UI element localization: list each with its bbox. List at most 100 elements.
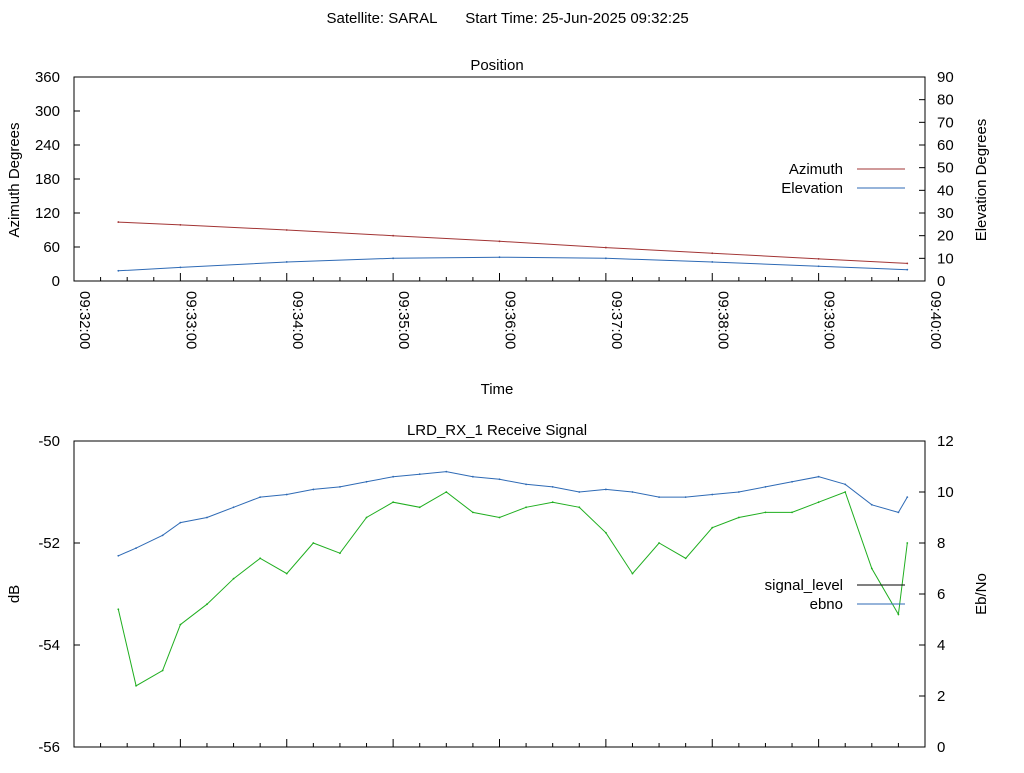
position-x-axis-label: Time <box>481 381 514 398</box>
elevation-point <box>906 268 909 271</box>
signal-level-point <box>631 572 634 575</box>
ebno-point <box>897 511 900 514</box>
signal-level-point <box>844 491 847 493</box>
ebno-point <box>631 491 634 493</box>
position-y-axis-label: Azimuth Degrees <box>6 122 23 237</box>
azimuth-point <box>906 262 909 265</box>
azimuth-point <box>117 221 120 223</box>
ebno-point <box>179 521 182 524</box>
elevation-series-line <box>118 256 908 272</box>
ebno-point <box>870 503 873 506</box>
signal-level-point <box>525 506 527 509</box>
signal-level-point <box>418 506 421 509</box>
y-tick-label: -54 <box>38 637 60 654</box>
elevation-point <box>392 257 395 260</box>
signal-level-point <box>498 516 501 519</box>
position-legend: Azimuth Elevation <box>781 161 905 197</box>
position-chart: Position Time Azimuth Degrees Elevation … <box>6 57 990 398</box>
signal-level-point <box>764 511 767 514</box>
y2-tick-label: 4 <box>937 637 945 654</box>
satellite-label: Satellite: SARAL <box>327 10 438 27</box>
signal-level-point <box>161 669 164 672</box>
x-tick-label: 09:38:00 <box>714 291 731 349</box>
y2-tick-label: 30 <box>937 205 954 222</box>
azimuth-point <box>285 229 288 231</box>
legend-signal-level-label: signal_level <box>765 577 843 594</box>
ebno-point <box>206 516 208 519</box>
ebno-point <box>764 486 767 488</box>
signal-level-point <box>339 552 341 555</box>
ebno-point <box>791 480 793 483</box>
y-tick-label: 240 <box>35 137 60 154</box>
y-tick-label: 120 <box>35 205 60 222</box>
signal-level-point <box>232 577 235 580</box>
x-tick-label: 09:32:00 <box>76 291 93 349</box>
ebno-point <box>259 496 262 498</box>
signal-level-point <box>117 608 120 611</box>
y2-tick-label: 10 <box>937 484 954 501</box>
y-tick-label: 180 <box>35 171 60 188</box>
ebno-point <box>711 493 714 496</box>
x-tick-label: 09:36:00 <box>502 291 519 349</box>
x-tick-label: 09:35:00 <box>395 291 412 349</box>
signal-level-point <box>684 557 687 560</box>
y2-tick-label: 8 <box>937 535 945 552</box>
signal-y-axis-label: dB <box>6 585 23 603</box>
ebno-point <box>161 534 164 537</box>
x-tick-label: 09:37:00 <box>608 291 625 349</box>
ebno-point <box>604 488 607 491</box>
x-tick-label: 09:39:00 <box>821 291 838 349</box>
y-tick-label: -52 <box>38 535 60 552</box>
y-tick-label: -56 <box>38 739 60 756</box>
elevation-point <box>179 266 182 269</box>
ebno-point <box>232 506 235 509</box>
signal-level-point <box>604 531 607 534</box>
signal-level-point <box>445 491 448 493</box>
y2-tick-label: 70 <box>937 114 954 131</box>
signal-level-point <box>578 506 581 509</box>
signal-chart-title: LRD_RX_1 Receive Signal <box>407 422 587 439</box>
signal-level-point <box>658 542 660 544</box>
ebno-point <box>339 486 341 488</box>
signal-level-point <box>737 516 740 519</box>
azimuth-point <box>604 246 607 249</box>
ebno-point <box>658 496 660 498</box>
signal-level-point <box>897 613 900 616</box>
signal-level-point <box>906 542 909 544</box>
legend-ebno-label: ebno <box>810 596 843 613</box>
azimuth-point <box>817 258 820 260</box>
y-tick-label: 360 <box>35 69 60 86</box>
ebno-point <box>737 491 740 493</box>
elevation-point <box>711 261 714 263</box>
ebno-point <box>551 486 554 488</box>
position-lines <box>117 221 909 272</box>
y2-tick-label: 10 <box>937 250 954 267</box>
start-time-label: Start Time: 25-Jun-2025 09:32:25 <box>465 10 688 27</box>
ebno-point <box>365 480 368 483</box>
y2-tick-label: 90 <box>937 69 954 86</box>
y2-tick-label: 80 <box>937 92 954 109</box>
y2-tick-label: 50 <box>937 160 954 177</box>
signal-level-point <box>711 526 714 529</box>
y-tick-label: 300 <box>35 103 60 120</box>
x-tick-label: 09:33:00 <box>182 291 199 349</box>
y2-tick-label: 0 <box>937 739 945 756</box>
azimuth-point <box>498 240 501 243</box>
position-chart-title: Position <box>470 57 523 74</box>
y2-tick-label: 20 <box>937 228 954 245</box>
ebno-point <box>285 493 288 496</box>
signal-level-point <box>135 684 137 687</box>
signal-level-point <box>791 511 793 514</box>
signal-level-point <box>365 516 368 519</box>
position-plot-frame <box>73 76 926 282</box>
azimuth-point <box>392 234 395 237</box>
ebno-point <box>817 475 820 478</box>
ebno-series-line <box>118 471 908 557</box>
ebno-point <box>418 473 421 476</box>
elevation-point <box>817 265 820 268</box>
signal-level-point <box>312 542 315 544</box>
position-ticks: 0 60 120 180 240 300 360 0 10 20 30 40 50 60 70 80 90 09:… <box>35 69 954 349</box>
ebno-point <box>498 478 501 481</box>
